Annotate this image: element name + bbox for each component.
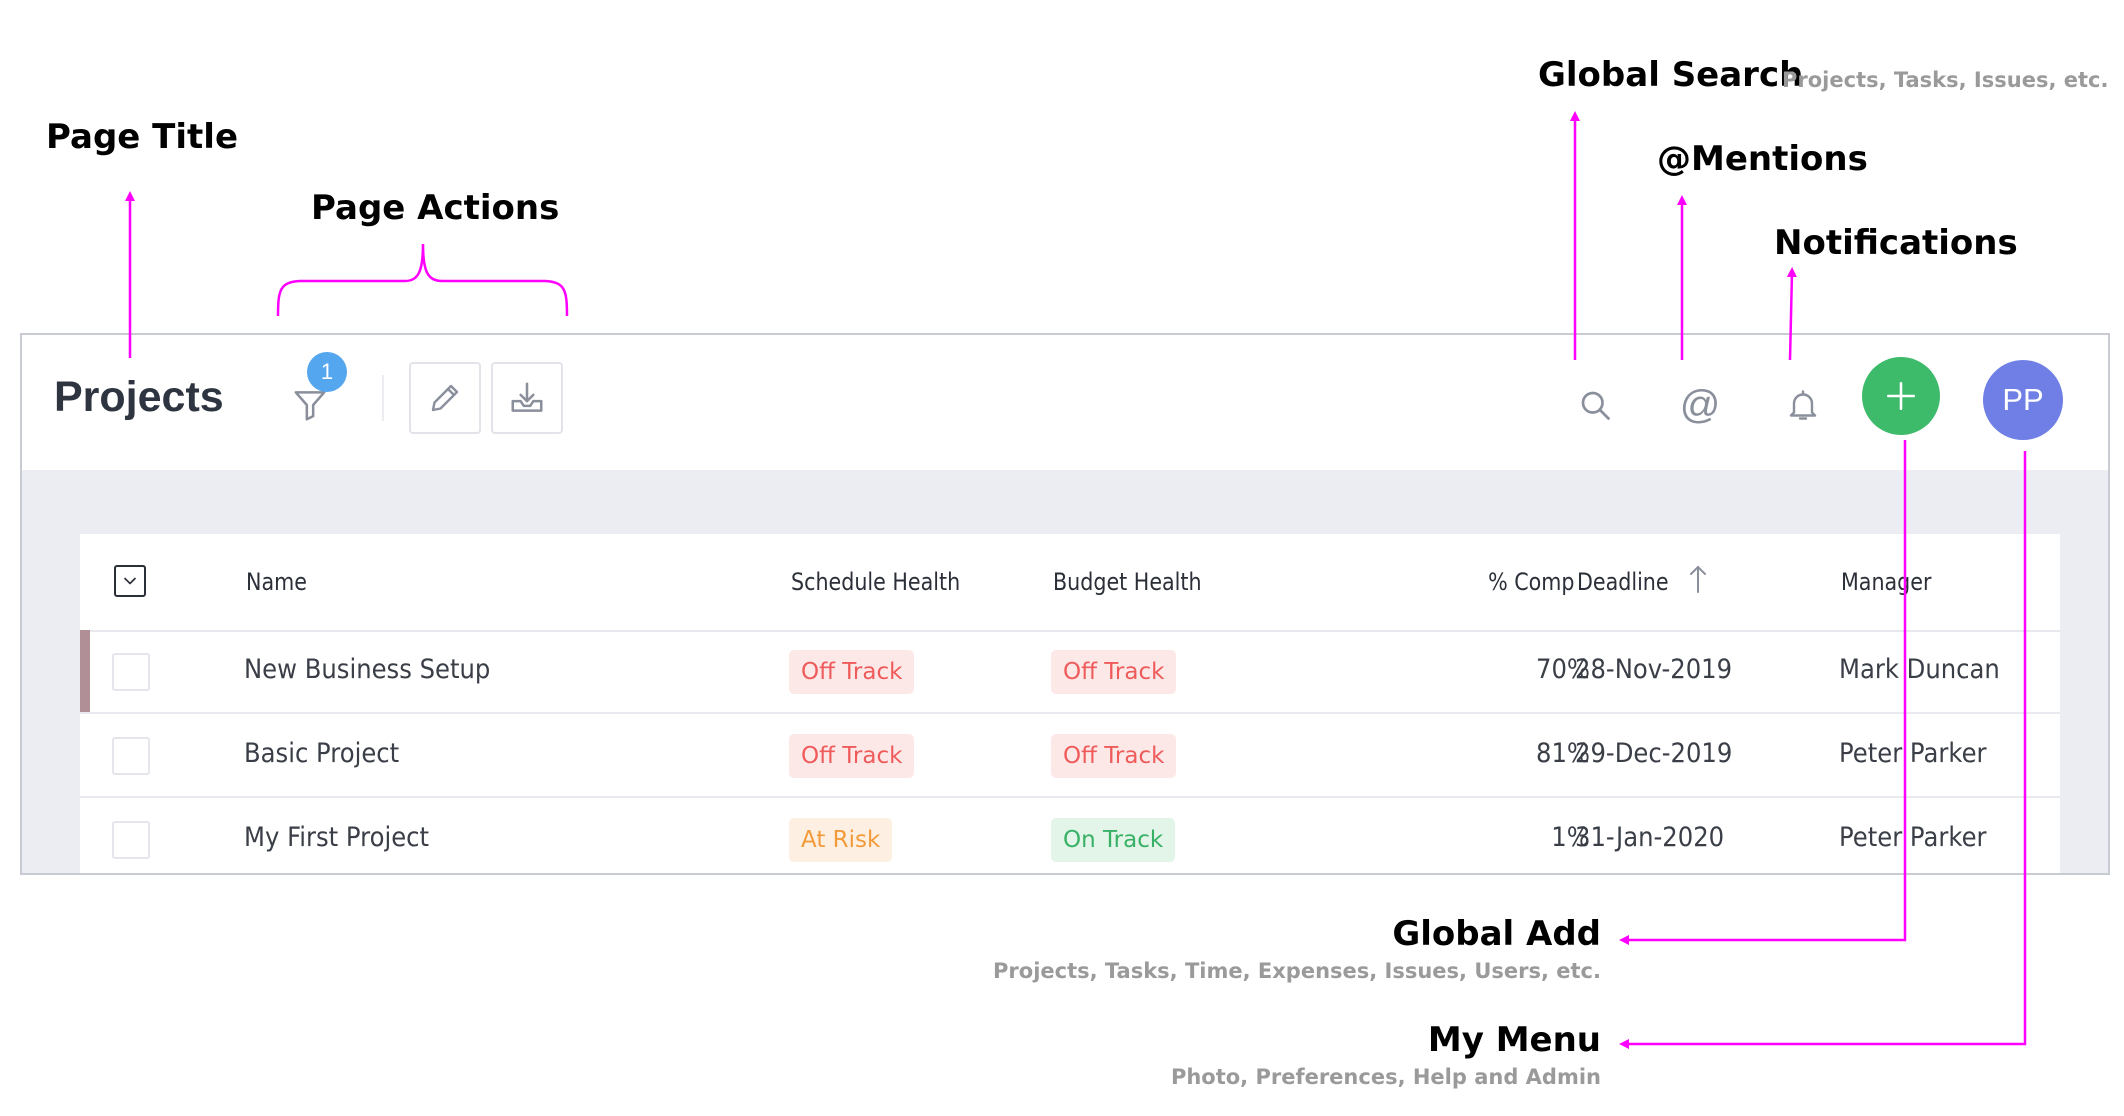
column-header-schedule-health[interactable]: Schedule Health: [791, 568, 961, 596]
row-checkbox[interactable]: [112, 737, 150, 775]
row-checkbox[interactable]: [112, 821, 150, 859]
top-bar: Projects 1 @ PP: [22, 335, 2108, 471]
annotation-page-title: Page Title: [46, 117, 238, 157]
download-button[interactable]: [491, 362, 563, 434]
annotation-global-add-sub: Projects, Tasks, Time, Expenses, Issues,…: [993, 959, 1601, 983]
column-header-budget-health[interactable]: Budget Health: [1053, 568, 1202, 596]
page-title: Projects: [54, 373, 224, 421]
table-row[interactable]: Basic Project Off Track Off Track 81% 29…: [80, 714, 2060, 798]
schedule-health-badge: Off Track: [789, 650, 915, 694]
manager: Peter Parker: [1839, 738, 1987, 769]
filter-button[interactable]: [280, 375, 340, 435]
app-window: Projects 1 @ PP: [20, 333, 2110, 875]
percent-complete: 1%: [1551, 822, 1590, 853]
notifications-button[interactable]: [1773, 375, 1833, 435]
select-all-checkbox[interactable]: [114, 565, 146, 597]
deadline: 31-Jan-2020: [1575, 822, 1725, 853]
annotation-my-menu-sub: Photo, Preferences, Help and Admin: [1170, 1065, 1601, 1089]
plus-icon: [1886, 381, 1916, 411]
budget-health-badge: Off Track: [1051, 650, 1177, 694]
content-area: Name Schedule Health Budget Health % Com…: [22, 470, 2108, 873]
budget-health-badge: Off Track: [1051, 734, 1177, 778]
row-checkbox[interactable]: [112, 653, 150, 691]
search-icon: [1581, 391, 1610, 420]
column-header-name[interactable]: Name: [246, 568, 307, 596]
deadline: 29-Dec-2019: [1575, 738, 1733, 769]
bell-icon: [1789, 390, 1817, 420]
selected-row-indicator: [80, 630, 90, 712]
annotation-my-menu: My Menu: [1427, 1020, 1601, 1060]
percent-complete: 81%: [1535, 738, 1590, 769]
annotation-global-search-sub: Projects, Tasks, Issues, etc.: [1782, 68, 2109, 92]
table-row[interactable]: My First Project At Risk On Track 1% 31-…: [80, 798, 2060, 873]
download-tray-icon: [511, 382, 543, 412]
chevron-down-icon: [124, 577, 136, 585]
filter-count-badge: 1: [307, 352, 347, 392]
schedule-health-badge: Off Track: [789, 734, 915, 778]
column-header-deadline[interactable]: Deadline: [1577, 568, 1669, 596]
edit-button[interactable]: [409, 362, 481, 434]
annotation-page-actions: Page Actions: [311, 188, 560, 228]
manager: Mark Duncan: [1839, 654, 2000, 685]
manager: Peter Parker: [1839, 822, 1987, 853]
mentions-button[interactable]: @: [1670, 375, 1730, 435]
table-header-row: Name Schedule Health Budget Health % Com…: [80, 534, 2060, 632]
annotation-global-add: Global Add: [1392, 914, 1601, 954]
deadline: 28-Nov-2019: [1575, 654, 1733, 685]
project-name[interactable]: My First Project: [244, 822, 430, 853]
schedule-health-badge: At Risk: [789, 818, 893, 862]
filter-icon: [294, 391, 326, 421]
avatar[interactable]: PP: [1983, 360, 2063, 440]
global-add-button[interactable]: [1862, 357, 1940, 435]
column-header-manager[interactable]: Manager: [1841, 568, 1932, 596]
annotation-global-search: Global Search: [1538, 55, 1804, 95]
page-actions-brace: [276, 243, 569, 317]
toolbar-divider: [382, 375, 384, 421]
table-row[interactable]: New Business Setup Off Track Off Track 7…: [80, 630, 2060, 714]
column-header-percent-complete[interactable]: % Comp: [1487, 568, 1574, 596]
arrow-up-icon[interactable]: [1687, 564, 1709, 594]
at-sign-icon: @: [1679, 382, 1721, 427]
projects-table: Name Schedule Health Budget Health % Com…: [80, 534, 2060, 873]
search-button[interactable]: [1565, 375, 1625, 435]
annotation-notifications: Notifications: [1774, 223, 2018, 263]
project-name[interactable]: New Business Setup: [244, 654, 491, 685]
pencil-icon: [431, 384, 459, 412]
percent-complete: 70%: [1535, 654, 1590, 685]
budget-health-badge: On Track: [1051, 818, 1176, 862]
project-name[interactable]: Basic Project: [244, 738, 400, 769]
annotation-mentions: @Mentions: [1657, 139, 1868, 179]
